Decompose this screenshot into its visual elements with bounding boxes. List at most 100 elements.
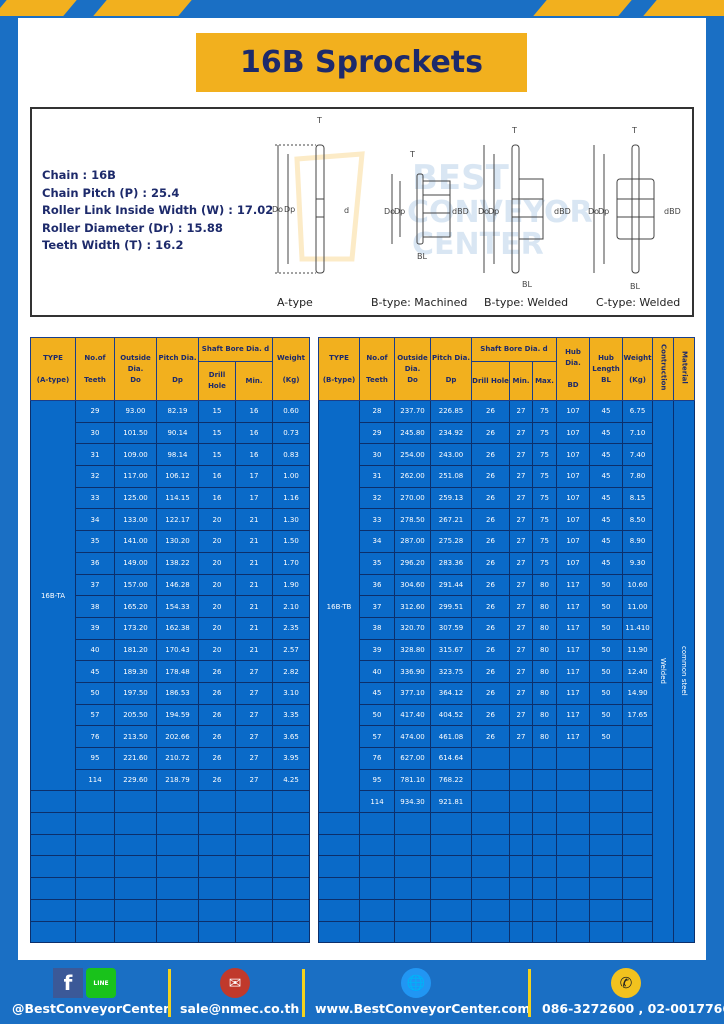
header-hub-length: Hub Length BL [589,337,624,401]
table-cell: 205.50 [114,703,157,727]
svg-text:Do: Do [272,205,283,214]
table-cell: 26 [471,681,510,705]
table-cell: 213.50 [114,725,157,748]
construction-value: Welded [659,657,668,684]
table-cell [622,855,654,879]
table-cell: 9.30 [622,551,654,575]
svg-text:BL: BL [630,282,640,291]
table-cell: 45 [589,421,624,445]
table-cell: 165.20 [114,595,157,618]
email-link[interactable]: sale@nmec.co.th [180,1001,300,1016]
table-cell: 218.79 [156,768,199,792]
table-cell: 26 [471,530,510,553]
table-cell: 26 [198,768,236,792]
table-cell [589,768,624,792]
table-cell: 11.00 [622,595,654,618]
svg-text:T: T [511,126,517,135]
header-pitch-dia: Pitch Dia. Dp [156,337,199,401]
table-cell: 26 [198,725,236,748]
table-cell: 117 [556,681,591,705]
svg-text:Dp: Dp [488,207,499,216]
table-cell: 6.75 [622,400,654,423]
table-cell: 254.00 [394,443,431,467]
table-cell [531,898,558,922]
table-row: 114 934.30 921.81 [319,790,695,814]
sprocket-diagrams: BEST CONVEYOR CENTER Do Dp d T Do Dp dBD… [272,116,681,291]
table-cell: 474.00 [394,725,431,748]
table-cell: 45 [359,681,395,705]
table-cell [556,768,591,792]
table-row: 35 296.20 283.36 26 27 75 107 45 9.30 [319,551,695,575]
social-handle[interactable]: @BestConveyorCenter [12,1001,170,1016]
table-cell [509,768,533,792]
table-cell [589,833,624,857]
table-cell: 36 [75,551,115,575]
watermark-logo: BEST CONVEYOR CENTER [294,151,593,262]
table-cell: 8.15 [622,486,654,510]
table-cell [75,920,115,944]
table-row: 45 377.10 364.12 26 27 80 117 50 14.90 [319,681,695,705]
table-cell: 117 [556,595,591,618]
table-cell: 14.90 [622,681,654,705]
table-row: 33 278.50 267.21 26 27 75 107 45 8.50 [319,508,695,532]
table-row: 76 627.00 614.64 [319,747,695,770]
svg-text:Do: Do [478,207,489,216]
spec-box: Chain : 16B Chain Pitch (P) : 25.4 Rolle… [30,107,694,317]
table-row [30,855,310,879]
table-cell [622,898,654,922]
footer-contact-bar: f LINE @BestConveyorCenter ✉ sale@nmec.c… [0,963,724,1024]
table-row [318,877,695,900]
table-cell [589,877,624,900]
table-cell: 27 [509,465,533,488]
table-cell [622,747,654,770]
table-cell: 28 [359,400,395,423]
line-icon[interactable]: LINE [86,968,116,998]
table-cell: 50 [589,638,624,662]
table-cell [471,855,510,879]
header-min: Min. [509,361,533,401]
table-cell [622,920,654,944]
table-cell: 3.35 [272,703,310,727]
table-cell: 26 [471,508,510,532]
table-cell [509,747,533,770]
table-cell: 17.65 [622,703,654,727]
facebook-icon[interactable]: f [53,968,83,998]
table-cell [531,790,558,814]
table-cell: 461.08 [430,725,472,748]
table-cell: 178.48 [156,660,199,683]
table-cell: 3.10 [272,681,310,705]
page-title: 16B Sprockets [196,33,527,92]
table-row [30,877,310,900]
table-row: 29 245.80 234.92 26 27 75 107 45 7.10 [319,421,695,445]
website-link[interactable]: www.BestConveyorCenter.com [315,1001,531,1016]
table-cell: 287.00 [394,530,431,553]
table-cell [75,898,115,922]
label-b-type-welded: B-type: Welded [484,296,569,309]
table-cell: 320.70 [394,616,431,640]
svg-text:Do: Do [384,207,395,216]
table-cell: 107 [556,530,591,553]
table-cell: 1.50 [272,530,310,553]
table-cell: 26 [471,465,510,488]
table-cell: 30 [359,443,395,467]
table-cell [272,790,310,814]
table-cell: 107 [556,508,591,532]
table-cell [589,747,624,770]
table-cell: 10.60 [622,573,654,597]
table-cell: 202.66 [156,725,199,748]
table-cell [198,790,236,814]
svg-text:T: T [631,126,637,135]
table-cell: 26 [471,638,510,662]
phone-numbers[interactable]: 086-3272600 , 02-0017766 [542,1001,724,1016]
type-cell [318,920,360,944]
table-cell: 27 [509,573,533,597]
table-cell [114,920,157,944]
svg-text:d: d [344,206,349,215]
table-cell [509,812,533,835]
table-cell [75,877,115,900]
table-cell: 90.14 [156,421,199,445]
table-cell: 35 [75,530,115,553]
label-c-type-welded: C-type: Welded [596,296,681,309]
table-cell [430,920,472,944]
table-cell: 20 [198,595,236,618]
